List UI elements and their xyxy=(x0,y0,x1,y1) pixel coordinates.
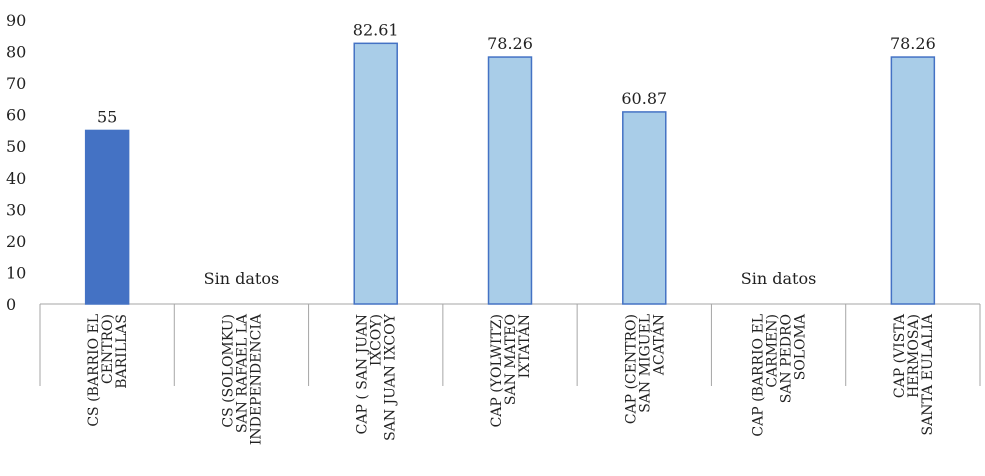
bar xyxy=(890,56,936,305)
data-label: 78.26 xyxy=(890,34,936,53)
category-label-line: SANTA EULALIA xyxy=(920,313,936,435)
y-tick-label: 40 xyxy=(6,169,26,188)
category-label-line: CAP (VISTA xyxy=(892,313,908,398)
category-label-line: SAN MATEO xyxy=(503,314,519,405)
y-tick-label: 90 xyxy=(6,11,26,30)
category-label-line: CAP (CENTRO) xyxy=(623,314,639,424)
y-tick-label: 60 xyxy=(6,106,26,125)
y-tick-label: 70 xyxy=(6,74,26,93)
category-label-line: INDEPENDENCIA xyxy=(248,313,264,445)
y-tick-label: 80 xyxy=(6,43,26,62)
category-label-line: HERMOSA) xyxy=(906,314,922,398)
bar xyxy=(487,56,533,305)
data-label: 78.26 xyxy=(487,34,533,53)
bar xyxy=(353,42,398,305)
y-tick-label: 10 xyxy=(6,263,26,282)
category-label-line: CS (SOLOMKU) xyxy=(220,314,236,428)
category-label-line: CS (BARRIO EL xyxy=(86,314,102,427)
category-label-line: IXCOY) xyxy=(369,314,385,366)
category-label-line: CENTRO) xyxy=(100,314,116,384)
bars xyxy=(84,42,936,305)
category-label-line: CAP (YOLWITZ) xyxy=(489,314,505,427)
y-axis: 0 10 20 30 40 50 60 70 80 90 xyxy=(6,11,26,314)
y-tick-label: 0 xyxy=(6,295,16,314)
category-label-line: CARMEN) xyxy=(765,314,781,388)
category-label-line: IXTATÁN xyxy=(515,314,533,378)
bar xyxy=(622,111,667,305)
category-label-line: SAN PEDRO xyxy=(779,314,795,403)
category-label-line: CAP ( SAN JUAN xyxy=(355,314,371,434)
category-label-line: SAN RAFAEL LA xyxy=(234,313,250,433)
category-label-line: SOLOMA xyxy=(793,313,809,380)
category-label-line: ACATÁN xyxy=(649,314,667,376)
data-label: 82.61 xyxy=(353,20,399,39)
y-tick-label: 50 xyxy=(6,137,26,156)
category-label-line: CAP (BARRIO EL xyxy=(751,314,767,437)
category-label-line: SAN JUAN IXCOY xyxy=(383,313,399,441)
no-data-label: Sin datos xyxy=(741,269,817,288)
data-labels: 55 Sin datos 82.61 78.26 60.87 Sin datos 78.26 xyxy=(97,20,936,288)
data-label: 60.87 xyxy=(621,89,667,108)
category-label-line: BARILLAS xyxy=(114,314,130,389)
y-tick-label: 30 xyxy=(6,200,26,219)
no-data-label: Sin datos xyxy=(204,269,280,288)
category-label-line: SAN MIGUEL xyxy=(637,314,653,413)
bar xyxy=(84,129,130,305)
data-label: 55 xyxy=(97,107,117,126)
y-tick-label: 20 xyxy=(6,232,26,251)
